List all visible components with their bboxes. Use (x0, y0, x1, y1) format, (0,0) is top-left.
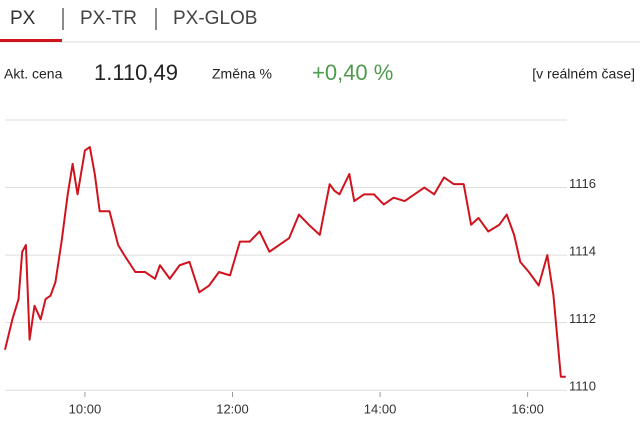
tab[interactable]: PX-GLOB (173, 8, 257, 29)
x-tick-label: 10:00 (69, 401, 102, 416)
x-tick-label: 14:00 (364, 401, 397, 416)
tab[interactable]: PX-TR (80, 8, 137, 29)
price: 1.110,49 (94, 60, 178, 85)
active-tab-underline (0, 39, 62, 42)
chart: 1110 1112 1114 1116 10:00 12:00 14:00 16:00 (4, 146, 596, 416)
change: +0,40 % (312, 60, 393, 85)
y-tick-label: 1112 (569, 311, 596, 326)
price-label: Akt. cena (4, 66, 63, 82)
x-tick-label: 16:00 (511, 401, 544, 416)
y-tick-label: 1114 (569, 244, 596, 259)
x-tick-label: 12:00 (216, 401, 249, 416)
y-tick-label: 1116 (569, 176, 596, 191)
change-label: Změna % (212, 66, 272, 82)
tab[interactable]: PX (10, 8, 36, 29)
price-line (4, 146, 566, 378)
y-tick-label: 1110 (569, 379, 596, 394)
mode: [v reálném čase] (532, 66, 635, 82)
